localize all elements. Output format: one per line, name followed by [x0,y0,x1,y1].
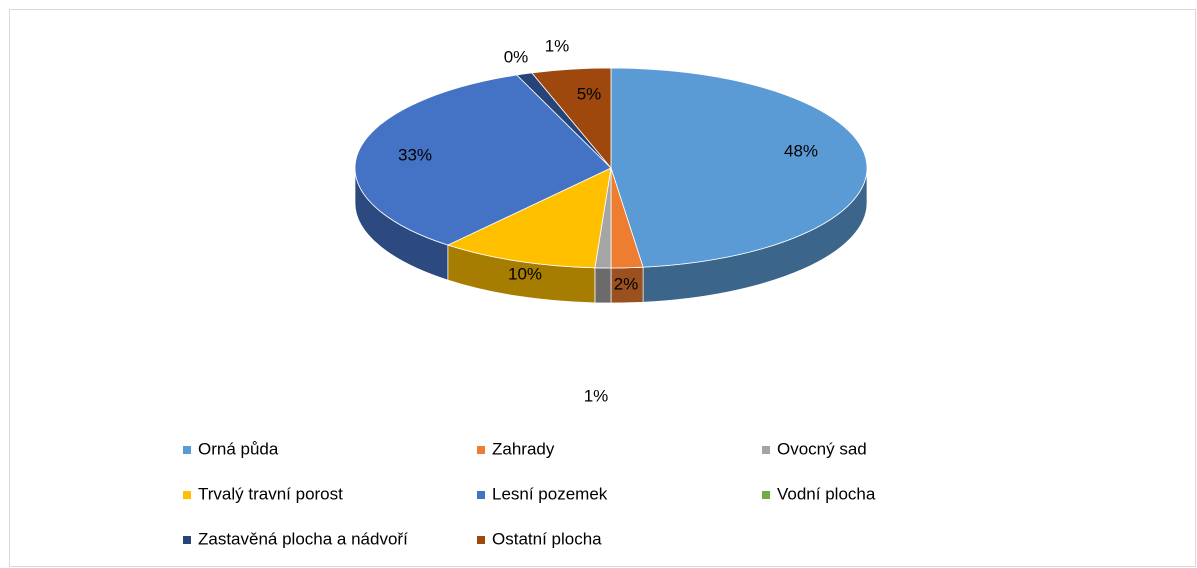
legend-label: Orná půda [198,439,279,458]
legend-label: Ostatní plocha [492,529,602,548]
slice-side-face [594,267,611,303]
legend-swatch [477,491,485,499]
slice [610,67,868,268]
data-label: 0% [504,47,529,66]
slice-side-face [355,168,448,281]
slice-side-face [611,267,644,303]
slice [446,167,612,269]
data-label: 5% [577,84,602,103]
slice-side-face [643,168,867,303]
legend-swatch [183,536,191,544]
data-label: 2% [614,274,639,293]
slice-side-shade [594,267,612,304]
slice-side-face [447,245,595,303]
legend-swatch [477,536,485,544]
slice-side [594,267,612,304]
legend-swatch [477,446,485,454]
data-label: 1% [545,36,570,55]
legend-label: Zastavěná plocha a nádvoří [198,529,408,548]
data-label: 48% [784,141,818,160]
slice-side [610,266,644,304]
data-label: 33% [398,145,432,164]
legend-swatch [762,446,770,454]
data-label: 1% [584,386,609,405]
slice [531,67,612,170]
slice [354,74,612,246]
legend-swatch [762,491,770,499]
legend-swatch [183,491,191,499]
legend-label: Zahrady [492,439,555,458]
data-label: 10% [508,264,542,283]
legend-label: Vodní plocha [777,484,876,503]
legend-label: Lesní pozemek [492,484,608,503]
legend-label: Trvalý travní porost [198,484,343,503]
legend-swatch [183,446,191,454]
legend-label: Ovocný sad [777,439,867,458]
